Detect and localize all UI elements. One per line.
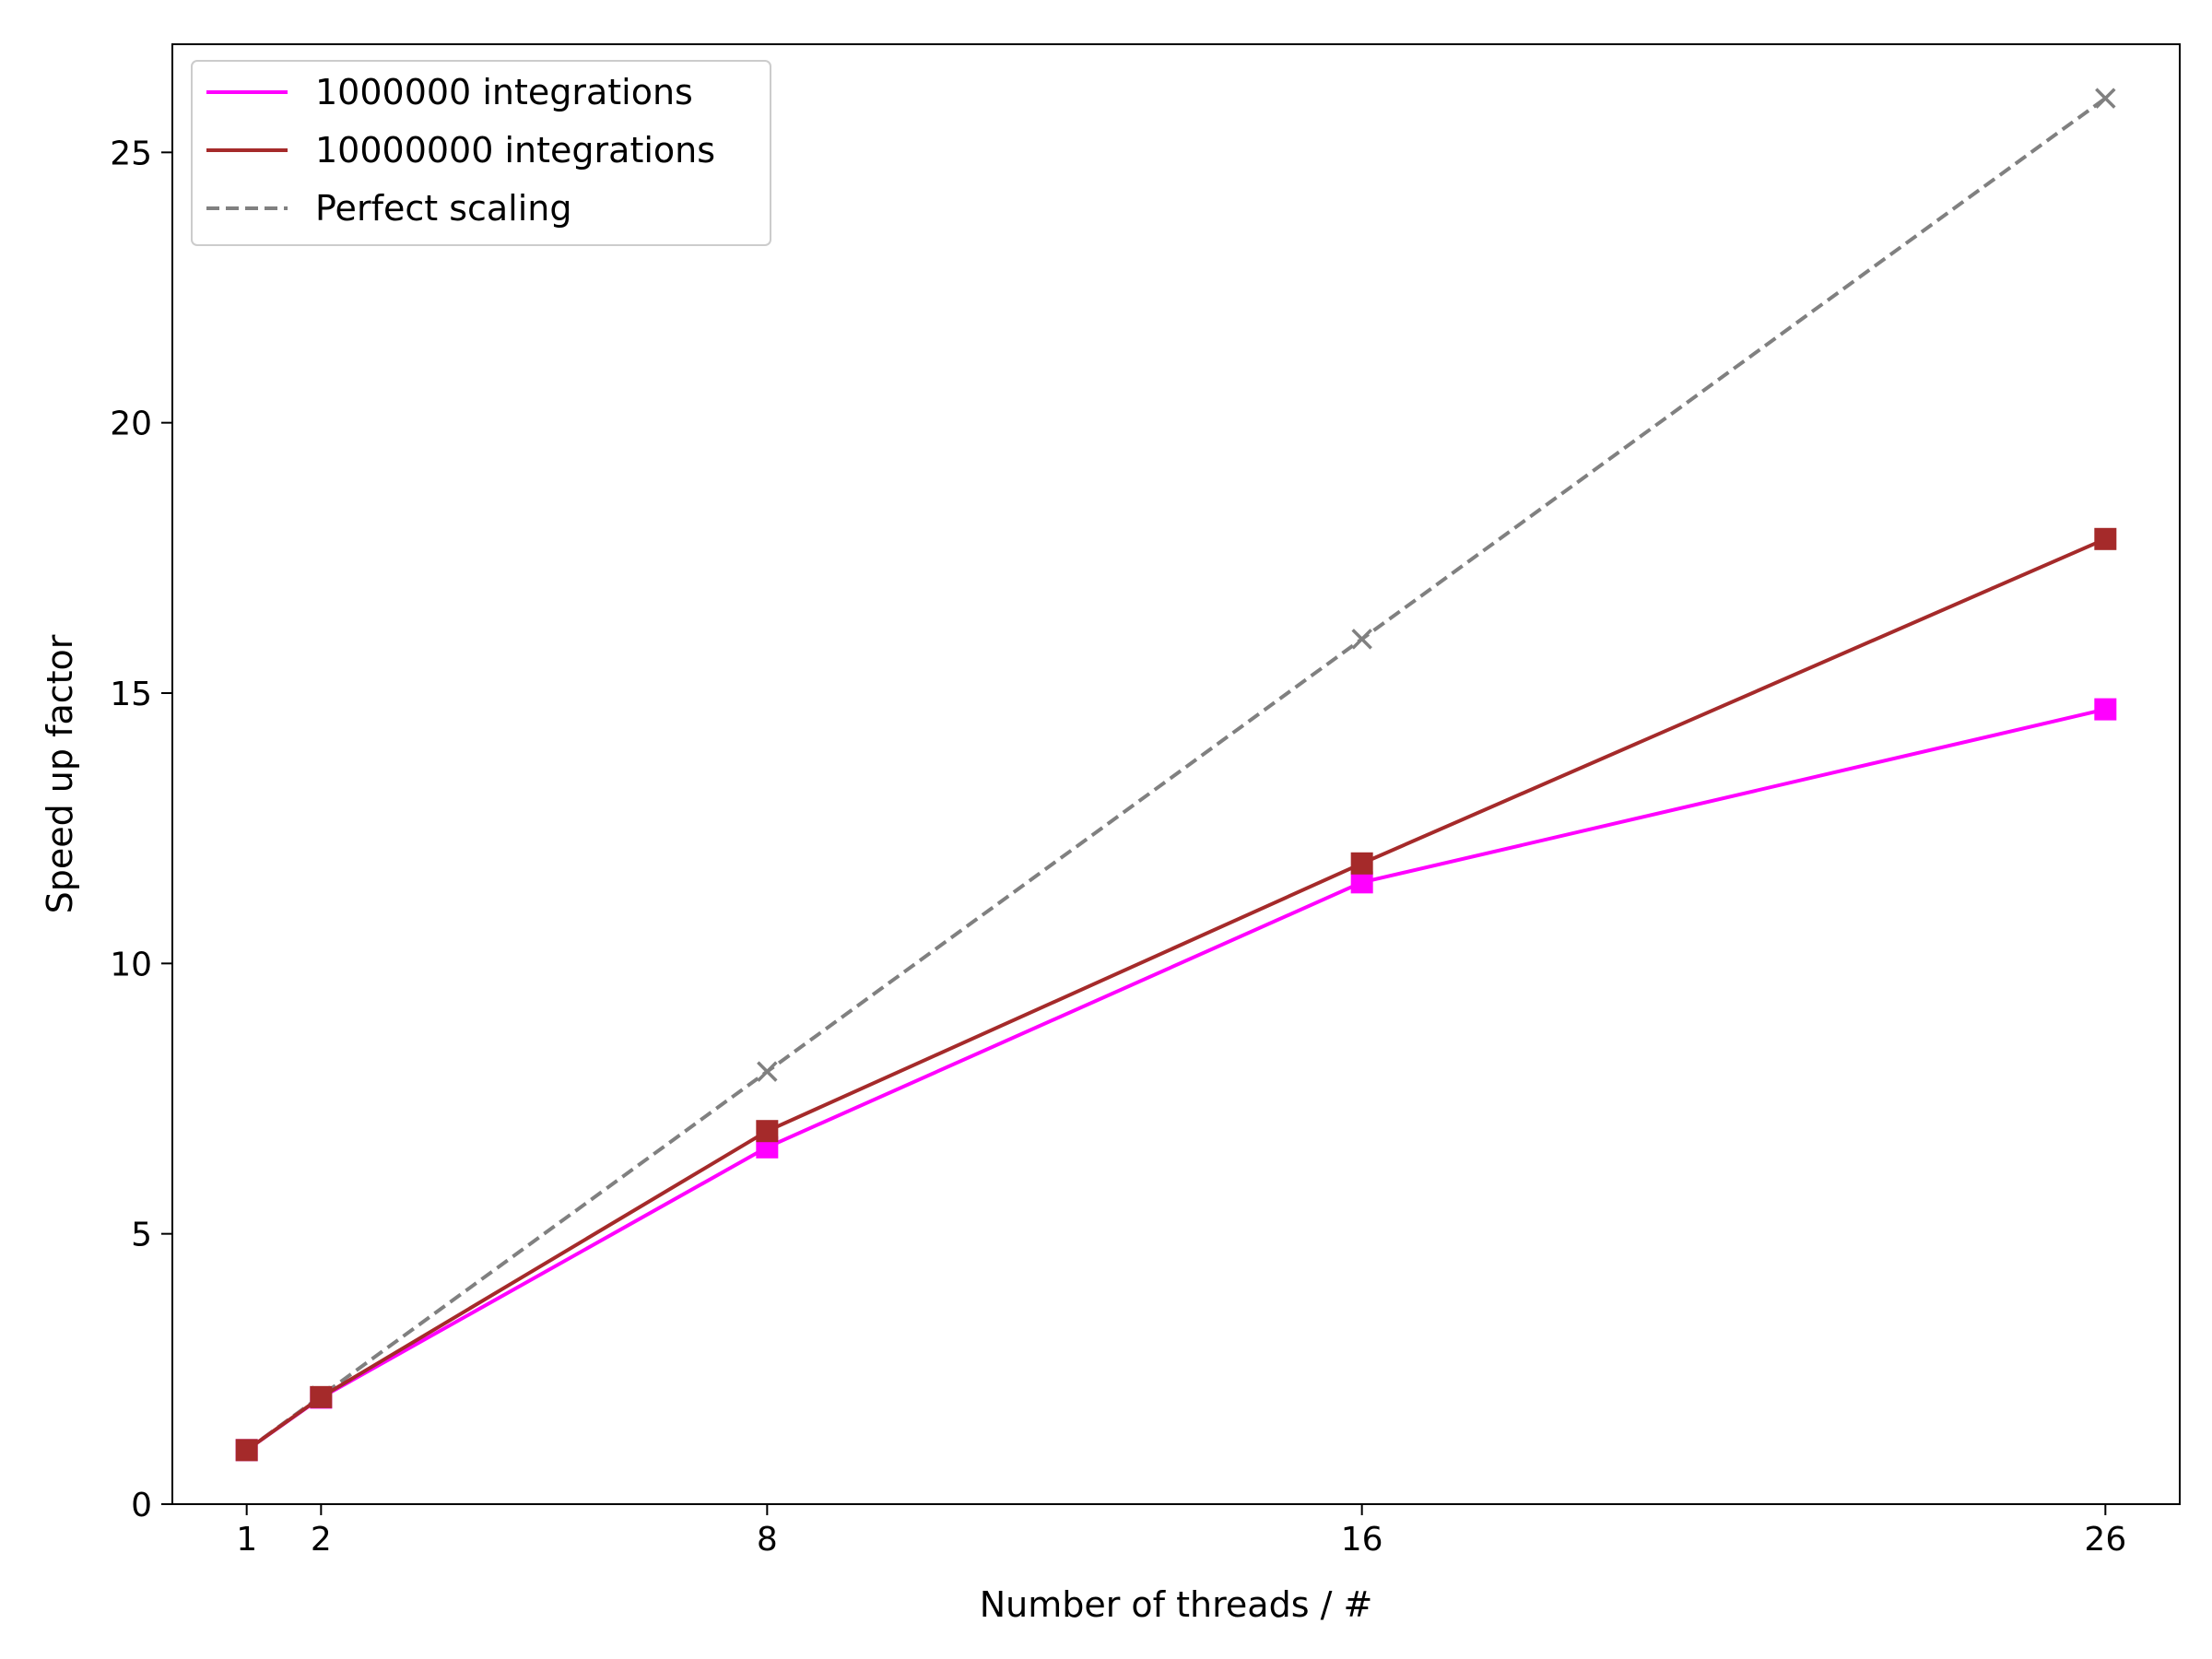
x-axis: 1 2 8 16 26 bbox=[236, 1504, 2126, 1559]
data-point-10000000-integrations-1 bbox=[235, 1439, 258, 1462]
y-tick-label-0: 0 bbox=[131, 1487, 152, 1524]
plot-frame bbox=[171, 43, 2181, 1505]
y-tick-label-25: 25 bbox=[110, 135, 152, 172]
data-point-10000000-integrations-8 bbox=[756, 1120, 779, 1143]
x-tick-label-16: 16 bbox=[1341, 1521, 1383, 1559]
data-point-perfect-scaling-26 bbox=[2095, 88, 2116, 109]
series-layer bbox=[235, 88, 2117, 1462]
data-point-10000000-integrations-16 bbox=[1350, 852, 1373, 875]
data-point-1000000-integrations-16 bbox=[1350, 871, 1373, 894]
y-tick-label-20: 20 bbox=[110, 406, 152, 443]
series-10000000-integrations bbox=[235, 527, 2117, 1462]
legend-box bbox=[191, 60, 771, 246]
x-tick-label-8: 8 bbox=[757, 1521, 778, 1559]
data-point-perfect-scaling-16 bbox=[1351, 629, 1372, 650]
legend-label-10000000-integrations: 10000000 integrations bbox=[315, 130, 715, 171]
data-point-10000000-integrations-26 bbox=[2094, 527, 2117, 550]
data-point-perfect-scaling-8 bbox=[757, 1061, 778, 1082]
data-point-1000000-integrations-26 bbox=[2094, 698, 2117, 721]
y-tick-label-15: 15 bbox=[110, 676, 152, 713]
y-axis-label: Speed up factor bbox=[40, 634, 80, 913]
legend: 1000000 integrations 10000000 integration… bbox=[191, 60, 771, 246]
x-axis-label: Number of threads / # bbox=[980, 1584, 1373, 1625]
x-tick-label-26: 26 bbox=[2084, 1521, 2126, 1559]
legend-label-1000000-integrations: 1000000 integrations bbox=[315, 72, 693, 112]
y-axis: 0 5 10 15 20 25 bbox=[110, 135, 172, 1524]
x-tick-label-2: 2 bbox=[311, 1521, 332, 1559]
data-point-10000000-integrations-2 bbox=[310, 1385, 333, 1408]
legend-label-perfect-scaling: Perfect scaling bbox=[315, 188, 572, 229]
y-tick-label-5: 5 bbox=[131, 1217, 152, 1254]
y-tick-label-10: 10 bbox=[110, 946, 152, 983]
x-tick-label-1: 1 bbox=[236, 1521, 257, 1559]
